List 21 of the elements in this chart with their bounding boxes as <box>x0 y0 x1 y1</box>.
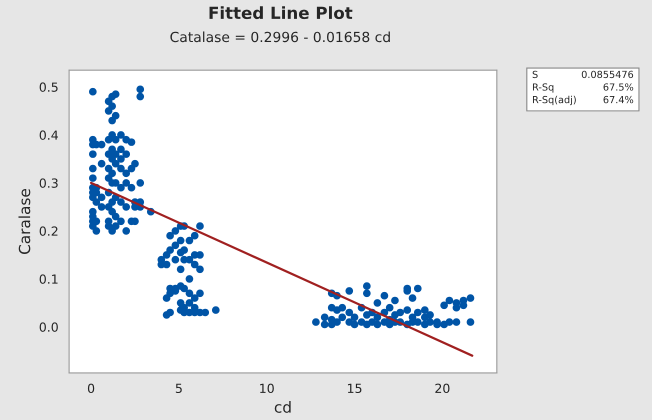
chart-title: Fitted Line Plot <box>210 6 352 20</box>
chart-subtitle: Catalase = 0.2996 - 0.01658 cd <box>170 31 390 42</box>
y-tick-label: 0.3 <box>40 178 58 188</box>
text: 67.4% <box>604 96 634 104</box>
text: R-Sq(adj) <box>532 96 576 106</box>
text: R-Sq <box>532 83 554 93</box>
text: 0.0855476 <box>582 70 634 78</box>
x-tick-label: 15 <box>348 384 362 394</box>
y-tick-label: 0.2 <box>40 226 58 236</box>
x-tick-label: 10 <box>260 384 274 394</box>
x-tick-label: 0 <box>88 384 94 394</box>
text: S <box>532 70 538 78</box>
y-tick-label: 0.4 <box>40 130 58 140</box>
text: 67.5% <box>604 83 634 91</box>
x-tick-label: 5 <box>176 384 182 394</box>
y-axis-title: Caralase <box>18 189 30 254</box>
x-tick-label: 20 <box>435 384 450 394</box>
y-tick-label: 0.1 <box>40 274 58 284</box>
x-axis-title: cd <box>274 401 291 413</box>
y-tick-label: 0.0 <box>40 322 58 332</box>
y-tick-label: 0.5 <box>40 82 58 92</box>
